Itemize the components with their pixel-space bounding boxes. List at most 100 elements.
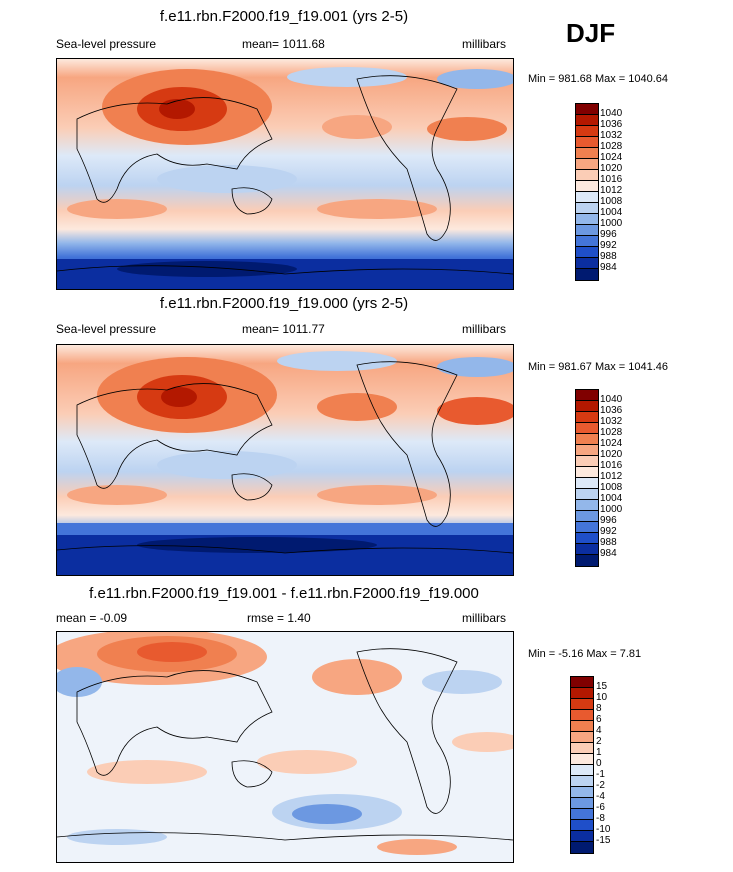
colorbar-box: [576, 236, 598, 247]
colorbar-tick-label: 8: [596, 703, 602, 714]
season-label: DJF: [566, 18, 616, 48]
colorbar-tick-label: 996: [600, 515, 617, 526]
colorbar-tick-label: 996: [600, 229, 617, 240]
colorbar-tick-label: 1012: [600, 471, 623, 482]
colorbar-tick-label: 1016: [600, 460, 623, 471]
panel-2-variable-label: Sea-level pressure: [56, 322, 157, 336]
colorbar-tick-label: 4: [596, 725, 602, 736]
colorbar-box: [576, 478, 598, 489]
colorbar-box: [571, 699, 593, 710]
colorbar-tick-label: -1: [596, 769, 605, 780]
colorbar-tick-label: 10: [596, 692, 608, 703]
colorbar-tick-label: -8: [596, 813, 605, 824]
colorbar-tick-label: 984: [600, 548, 617, 559]
panel-3-colorbar: [570, 676, 594, 854]
colorbar-box: [576, 423, 598, 434]
colorbar-box: [576, 434, 598, 445]
colorbar-tick-label: -10: [596, 824, 611, 835]
panel-2-colorbar: [575, 389, 599, 567]
colorbar-tick-label: 1032: [600, 416, 623, 427]
colorbar-tick-label: 1: [596, 747, 602, 758]
colorbar-box: [576, 170, 598, 181]
colorbar-tick-label: 992: [600, 526, 617, 537]
colorbar-box: [576, 115, 598, 126]
landmass-eurasia-africa: [76, 97, 273, 203]
panel-3-units-label: millibars: [462, 611, 507, 625]
landmass-americas: [356, 75, 458, 241]
colorbar-tick-label: 1020: [600, 449, 623, 460]
colorbar-tick-label: 1036: [600, 405, 623, 416]
colorbar-box: [576, 445, 598, 456]
colorbar-box: [576, 511, 598, 522]
colorbar-box: [576, 533, 598, 544]
panel-1-variable-label: Sea-level pressure: [56, 37, 157, 51]
colorbar-tick-label: 1024: [600, 438, 623, 449]
colorbar-box: [576, 401, 598, 412]
colorbar-tick-label: 1028: [600, 427, 623, 438]
colorbar-tick-label: 1040: [600, 394, 623, 405]
colorbar-tick-label: 1016: [600, 174, 623, 185]
colorbar-tick-label: 0: [596, 758, 602, 769]
colorbar-box: [576, 225, 598, 236]
colorbar-box: [571, 842, 593, 853]
colorbar-tick-label: 988: [600, 251, 617, 262]
colorbar-tick-label: -15: [596, 835, 611, 846]
colorbar-tick-label: 6: [596, 714, 602, 725]
colorbar-box: [576, 104, 598, 115]
panel-2-minmax: Min = 981.67 Max = 1041.46: [528, 361, 669, 373]
colorbar-box: [571, 677, 593, 688]
colorbar-box: [571, 732, 593, 743]
colorbar-box: [571, 798, 593, 809]
colorbar-box: [576, 159, 598, 170]
panel-3-mean-label: mean = -0.09: [56, 611, 128, 625]
colorbar-box: [576, 555, 598, 566]
colorbar-tick-label: 1040: [600, 108, 623, 119]
colorbar-tick-label: 1004: [600, 493, 623, 504]
colorbar-tick-label: 1028: [600, 141, 623, 152]
colorbar-box: [571, 688, 593, 699]
colorbar-tick-label: 1012: [600, 185, 623, 196]
colorbar-box: [576, 137, 598, 148]
colorbar-tick-label: 1032: [600, 130, 623, 141]
colorbar-tick-label: 1008: [600, 196, 623, 207]
colorbar-box: [576, 258, 598, 269]
panel-3-map: [56, 631, 514, 863]
colorbar-box: [571, 787, 593, 798]
colorbar-tick-label: 992: [600, 240, 617, 251]
colorbar-box: [576, 456, 598, 467]
colorbar-tick-label: -2: [596, 780, 605, 791]
colorbar-box: [571, 710, 593, 721]
colorbar-box: [576, 126, 598, 137]
colorbar-box: [576, 522, 598, 533]
landmass-australia: [231, 187, 273, 215]
colorbar-tick-label: 1000: [600, 218, 623, 229]
panel-1-colorbar: [575, 103, 599, 281]
colorbar-box: [571, 721, 593, 732]
colorbar-box: [576, 269, 598, 280]
colorbar-tick-label: 1004: [600, 207, 623, 218]
panel-2-title: f.e11.rbn.F2000.f19_f19.000 (yrs 2-5): [159, 295, 409, 312]
colorbar-box: [571, 743, 593, 754]
panel-2-mean-label: mean= 1011.77: [242, 322, 325, 336]
colorbar-tick-label: 1024: [600, 152, 623, 163]
panel-1-map: [56, 58, 514, 290]
colorbar-box: [571, 831, 593, 842]
colorbar-tick-label: 15: [596, 681, 608, 692]
panel-2-map: [56, 344, 514, 576]
colorbar-box: [576, 390, 598, 401]
colorbar-box: [576, 181, 598, 192]
panel-3-title: f.e11.rbn.F2000.f19_f19.001 - f.e11.rbn.…: [89, 585, 479, 602]
colorbar-tick-label: 988: [600, 537, 617, 548]
colorbar-tick-label: -4: [596, 791, 605, 802]
colorbar-tick-label: -6: [596, 802, 605, 813]
colorbar-box: [571, 820, 593, 831]
colorbar-box: [571, 765, 593, 776]
panel-1-title: f.e11.rbn.F2000.f19_f19.001 (yrs 2-5): [159, 8, 409, 25]
colorbar-box: [576, 203, 598, 214]
colorbar-tick-label: 1000: [600, 504, 623, 515]
colorbar-box: [576, 192, 598, 203]
panel-1-minmax: Min = 981.68 Max = 1040.64: [528, 73, 669, 85]
colorbar-box: [571, 776, 593, 787]
colorbar-tick-label: 2: [596, 736, 602, 747]
colorbar-tick-label: 984: [600, 262, 617, 273]
